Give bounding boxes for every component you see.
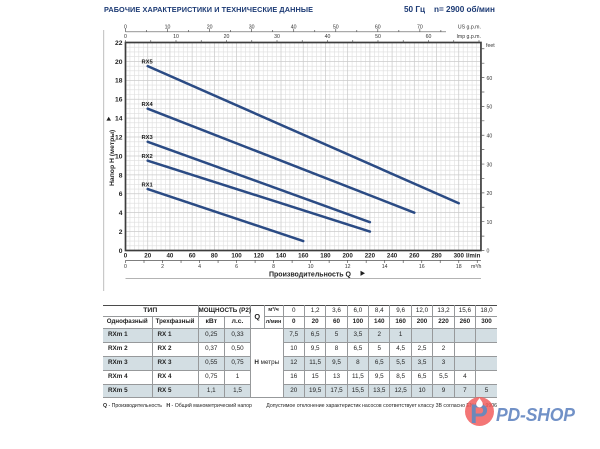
svg-text:40: 40 (487, 133, 493, 139)
svg-text:RX3: RX3 (142, 135, 154, 141)
svg-text:US g.p.m.: US g.p.m. (458, 24, 481, 30)
svg-text:80: 80 (211, 253, 218, 260)
svg-text:50: 50 (375, 34, 381, 40)
svg-text:70: 70 (417, 24, 423, 30)
svg-text:20: 20 (144, 253, 151, 260)
svg-text:22: 22 (115, 40, 123, 47)
svg-text:160: 160 (298, 253, 309, 260)
svg-text:12: 12 (345, 264, 351, 270)
svg-text:20: 20 (207, 24, 213, 30)
svg-text:120: 120 (254, 253, 265, 260)
svg-text:100: 100 (231, 253, 242, 260)
svg-text:RX2: RX2 (142, 154, 153, 160)
svg-text:0: 0 (124, 24, 127, 30)
svg-text:0: 0 (124, 264, 127, 270)
svg-text:16: 16 (115, 97, 123, 104)
svg-text:30: 30 (274, 34, 280, 40)
svg-text:60: 60 (189, 253, 196, 260)
svg-text:16: 16 (419, 264, 425, 270)
svg-text:12: 12 (115, 134, 123, 141)
svg-text:40: 40 (166, 253, 173, 260)
svg-text:feet: feet (486, 43, 495, 49)
svg-text:6: 6 (119, 191, 123, 198)
svg-text:2: 2 (161, 264, 164, 270)
svg-text:10: 10 (487, 220, 493, 226)
svg-text:60: 60 (375, 24, 381, 30)
svg-text:RX1: RX1 (142, 182, 154, 188)
svg-text:m³/h: m³/h (471, 264, 481, 270)
svg-text:10: 10 (308, 264, 314, 270)
svg-text:Производительность Q: Производительность Q (269, 271, 352, 278)
svg-text:30: 30 (249, 24, 255, 30)
svg-text:240: 240 (387, 253, 398, 260)
svg-text:280: 280 (431, 253, 442, 260)
svg-text:0: 0 (124, 253, 128, 260)
svg-text:180: 180 (320, 253, 331, 260)
svg-text:40: 40 (325, 34, 331, 40)
svg-text:140: 140 (276, 253, 287, 260)
svg-text:RX5: RX5 (142, 59, 154, 65)
svg-text:Imp g.p.m.: Imp g.p.m. (456, 34, 481, 40)
svg-text:14: 14 (115, 116, 123, 123)
svg-text:220: 220 (365, 253, 376, 260)
svg-text:300: 300 (454, 253, 465, 260)
svg-text:20: 20 (224, 34, 230, 40)
svg-text:0: 0 (487, 249, 490, 255)
svg-text:14: 14 (382, 264, 388, 270)
svg-text:6: 6 (235, 264, 238, 270)
svg-text:30: 30 (487, 162, 493, 168)
svg-text:8: 8 (119, 172, 123, 179)
svg-text:18: 18 (456, 264, 462, 270)
svg-text:10: 10 (165, 24, 171, 30)
svg-text:18: 18 (115, 78, 123, 85)
svg-text:10: 10 (115, 153, 123, 160)
svg-text:l/min: l/min (466, 253, 481, 260)
svg-text:0: 0 (119, 248, 123, 255)
svg-text:60: 60 (487, 76, 493, 82)
svg-text:Напор Н (метры): Напор Н (метры) (109, 130, 116, 186)
svg-text:RX4: RX4 (142, 102, 154, 108)
svg-text:20: 20 (115, 59, 123, 66)
svg-text:50: 50 (487, 105, 493, 111)
svg-text:8: 8 (272, 264, 275, 270)
svg-text:200: 200 (342, 253, 353, 260)
svg-text:4: 4 (198, 264, 201, 270)
svg-text:20: 20 (487, 191, 493, 197)
svg-text:2: 2 (119, 229, 123, 236)
svg-text:50: 50 (333, 24, 339, 30)
svg-text:260: 260 (409, 253, 420, 260)
svg-text:60: 60 (426, 34, 432, 40)
svg-text:0: 0 (124, 34, 127, 40)
svg-text:4: 4 (119, 210, 123, 217)
svg-text:10: 10 (173, 34, 179, 40)
svg-text:40: 40 (291, 24, 297, 30)
